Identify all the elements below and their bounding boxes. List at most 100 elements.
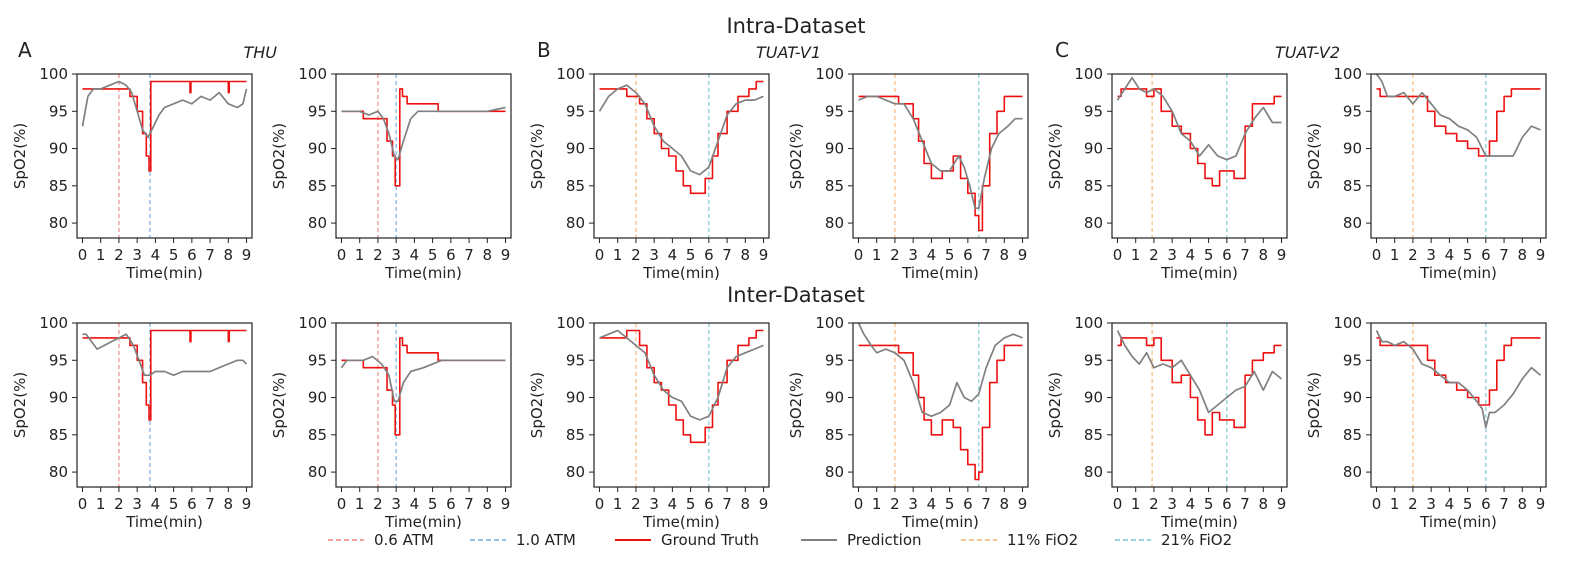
panel-11-xtick-label: 5	[1204, 495, 1214, 513]
panel-11-xlabel: Time(min)	[1160, 513, 1238, 531]
panel-5-xtick-label: 0	[1113, 246, 1123, 264]
panel-4-ytick-label: 80	[825, 214, 844, 232]
panel-2-xtick-label: 2	[373, 246, 383, 264]
panel-3-xtick-label: 9	[759, 246, 769, 264]
panel-4-xtick-label: 4	[927, 246, 937, 264]
panel-1-xlabel: Time(min)	[125, 264, 203, 282]
panel-5-prediction-line	[1116, 76, 1282, 161]
panel-3-xtick-label: 2	[631, 246, 641, 264]
panel-3-xtick-label: 4	[668, 246, 678, 264]
panel-6-xtick-label: 1	[1390, 246, 1400, 264]
panel-3-ytick-label: 80	[566, 214, 585, 232]
panel-4-ytick-label: 85	[825, 177, 844, 195]
panel-2-ytick-label: 95	[308, 102, 327, 120]
row-title-inter: Inter-Dataset	[727, 283, 865, 307]
legend-label: Prediction	[847, 531, 922, 549]
panel-6-ytick-label: 95	[1343, 102, 1362, 120]
panel-1-xtick-label: 1	[96, 246, 106, 264]
panel-10-xtick-label: 4	[927, 495, 937, 513]
panel-9-xtick-label: 7	[722, 495, 732, 513]
panel-2-ytick-label: 90	[308, 140, 327, 158]
panel-7-ytick-label: 80	[49, 463, 68, 481]
panel-7: 80 85 90 95 100 0 1 2 3 4 5 6 7 8 9 Time(min) SpO2(%)	[11, 314, 253, 531]
panel-12-xtick-label: 3	[1426, 495, 1436, 513]
panel-12-xlabel: Time(min)	[1419, 513, 1497, 531]
panel-4-xlabel: Time(min)	[901, 264, 979, 282]
panel-11-xtick-label: 8	[1259, 495, 1269, 513]
panel-5-ytick-label: 80	[1084, 214, 1103, 232]
panel-12-xtick-label: 2	[1408, 495, 1418, 513]
panel-6-prediction-line	[1375, 74, 1541, 157]
panel-12-frame	[1370, 322, 1547, 488]
panel-11: 80 85 90 95 100 0 1 2 3 4 5 6 7 8 9 Time(min) SpO2(%)	[1046, 314, 1288, 531]
legend-label: Ground Truth	[661, 531, 759, 549]
panel-12-ytick-label: 95	[1343, 351, 1362, 369]
row-title-intra: Intra-Dataset	[726, 14, 865, 38]
panel-11-xtick-label: 7	[1240, 495, 1250, 513]
panel-12-xtick-label: 5	[1463, 495, 1473, 513]
panel-2-xtick-label: 3	[391, 246, 401, 264]
panel-7-prediction-line	[82, 333, 248, 377]
panel-12-ytick-label: 80	[1343, 463, 1362, 481]
panel-6-xlabel: Time(min)	[1419, 264, 1497, 282]
panel-12-xtick-label: 7	[1499, 495, 1509, 513]
panel-7-ground-truth-line	[82, 329, 247, 421]
panel-10-xtick-label: 9	[1018, 495, 1028, 513]
panel-2-ylabel: SpO2(%)	[270, 123, 288, 189]
panel-10-xtick-label: 2	[890, 495, 900, 513]
panel-12-ylabel: SpO2(%)	[1305, 372, 1323, 438]
panel-4-xtick-label: 6	[963, 246, 973, 264]
panel-11-prediction-line	[1116, 330, 1283, 414]
panel-10-ytick-label: 90	[825, 389, 844, 407]
panel-8-ytick-label: 90	[308, 389, 327, 407]
panel-6-xtick-label: 7	[1499, 246, 1509, 264]
panel-6-xtick-label: 4	[1445, 246, 1455, 264]
panel-5-xtick-label: 3	[1167, 246, 1177, 264]
panel-4: 80 85 90 95 100 0 1 2 3 4 5 6 7 8 9 Time(min) SpO2(%)	[787, 65, 1029, 282]
panel-4-xtick-label: 3	[908, 246, 918, 264]
panel-12-xtick-label: 4	[1445, 495, 1455, 513]
panel-5-xlabel: Time(min)	[1160, 264, 1238, 282]
panel-9-ytick-label: 85	[566, 426, 585, 444]
panel-7-xtick-label: 5	[169, 495, 179, 513]
panel-5-xtick-label: 8	[1259, 246, 1269, 264]
panel-3-xtick-label: 7	[722, 246, 732, 264]
panel-5-xtick-label: 5	[1204, 246, 1214, 264]
panel-1-ground-truth-line	[82, 80, 247, 172]
panel-1-xtick-label: 5	[169, 246, 179, 264]
panel-2-xtick-label: 4	[410, 246, 420, 264]
panel-2-xtick-label: 7	[464, 246, 474, 264]
panel-8-xtick-label: 7	[464, 495, 474, 513]
panel-10-xtick-label: 1	[872, 495, 882, 513]
panel-8-prediction-line	[340, 355, 506, 403]
panel-5-ylabel: SpO2(%)	[1046, 123, 1064, 189]
panel-9-xtick-label: 3	[649, 495, 659, 513]
panel-5-xtick-label: 2	[1149, 246, 1159, 264]
panel-10: 80 85 90 95 100 0 1 2 3 4 5 6 7 8 9 Time(min) SpO2(%)	[787, 314, 1029, 531]
panel-8-ylabel: SpO2(%)	[270, 372, 288, 438]
panel-6-xtick-label: 2	[1408, 246, 1418, 264]
panel-1-ytick-label: 95	[49, 102, 68, 120]
panel-11-ytick-label: 85	[1084, 426, 1103, 444]
panel-2-xtick-label: 6	[446, 246, 456, 264]
legend: 0.6 ATM 1.0 ATM Ground Truth Prediction 11% …	[328, 531, 1232, 549]
panel-9-xtick-label: 1	[613, 495, 623, 513]
panel-3-frame	[593, 73, 770, 239]
panel-6-xtick-label: 6	[1481, 246, 1491, 264]
panel-7-frame	[76, 322, 253, 488]
panel-4-ytick-label: 95	[825, 102, 844, 120]
panel-1-xtick-label: 7	[205, 246, 215, 264]
panel-7-xtick-label: 0	[78, 495, 88, 513]
panel-5-xtick-label: 4	[1186, 246, 1196, 264]
legend-label: 0.6 ATM	[374, 531, 434, 549]
panel-3-xtick-label: 5	[686, 246, 696, 264]
panel-2: 80 85 90 95 100 0 1 2 3 4 5 6 7 8 9 Time(min) SpO2(%)	[270, 65, 512, 282]
panel-3-prediction-line	[598, 84, 764, 176]
panel-9-xtick-label: 5	[686, 495, 696, 513]
panel-6-ytick-label: 90	[1343, 140, 1362, 158]
panel-3-xtick-label: 1	[613, 246, 623, 264]
panel-8-xtick-label: 9	[501, 495, 511, 513]
panel-5-ytick-label: 90	[1084, 140, 1103, 158]
panel-9-ytick-label: 80	[566, 463, 585, 481]
